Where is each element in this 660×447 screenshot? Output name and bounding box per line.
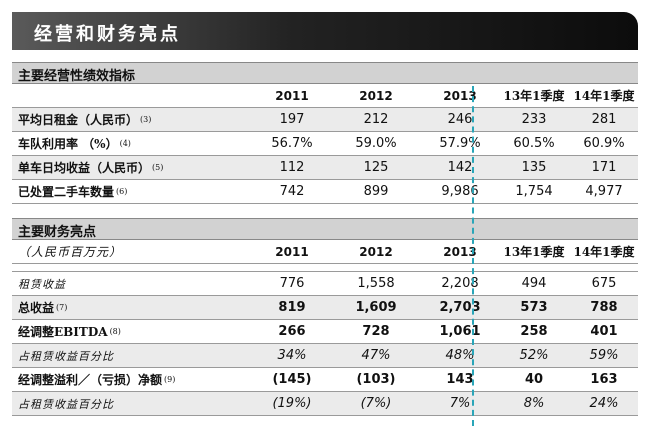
value-cell: 171 bbox=[591, 160, 617, 175]
table-row: 总收益 (7) 819 1,609 2,703 573 788 bbox=[12, 296, 638, 320]
value-cell: 1,754 bbox=[515, 184, 553, 199]
value-cell: 7% bbox=[449, 396, 471, 411]
value-cell: 40 bbox=[524, 372, 544, 387]
value-cell: 899 bbox=[363, 184, 389, 199]
row-label: 经调整溢利／（亏损）净额 (9) bbox=[18, 373, 176, 387]
value-cell: 48% bbox=[445, 348, 475, 363]
value-cell: 1,061 bbox=[439, 324, 481, 339]
col-2011: 2011 bbox=[275, 88, 309, 103]
operating-column-header-row: 2011 2012 2013 13年1季度 14年1季度 bbox=[12, 84, 638, 108]
value-cell: 401 bbox=[590, 324, 618, 339]
value-cell: 819 bbox=[278, 300, 306, 315]
value-cell: 59.0% bbox=[355, 136, 397, 151]
value-cell: 573 bbox=[520, 300, 548, 315]
col-2012: 2012 bbox=[359, 244, 393, 259]
operating-heading: 主要经营性绩效指标 bbox=[18, 69, 136, 84]
value-cell: (7%) bbox=[360, 396, 392, 411]
value-cell: 258 bbox=[520, 324, 548, 339]
row-label: 已处置二手车数量 (6) bbox=[18, 185, 128, 199]
value-cell: 212 bbox=[363, 112, 389, 127]
col-2011: 2011 bbox=[275, 244, 309, 259]
table-row: 经调整EBITDA (8) 266 728 1,061 258 401 bbox=[12, 320, 638, 344]
value-cell: 34% bbox=[277, 348, 307, 363]
table-row: 已处置二手车数量 (6) 742 899 9,986 1,754 4,977 bbox=[12, 180, 638, 204]
value-cell: 246 bbox=[447, 112, 473, 127]
row-label: 占租赁收益百分比 bbox=[18, 349, 114, 363]
col-q1-14: 14年1季度 bbox=[573, 89, 635, 103]
table-row: 车队利用率 （%） (4) 56.7% 59.0% 57.9% 60.5% 60.… bbox=[12, 132, 638, 156]
value-cell: 788 bbox=[590, 300, 618, 315]
row-label: 单车日均收益（人民币） (5) bbox=[18, 161, 164, 175]
value-cell: 4,977 bbox=[585, 184, 623, 199]
value-cell: 494 bbox=[521, 276, 547, 291]
table-row: 单车日均收益（人民币） (5) 112 125 142 135 171 bbox=[12, 156, 638, 180]
value-cell: 52% bbox=[519, 348, 549, 363]
row-label: 车队利用率 （%） (4) bbox=[18, 137, 131, 151]
value-cell: 776 bbox=[279, 276, 305, 291]
table-row: 租赁收益 776 1,558 2,208 494 675 bbox=[12, 272, 638, 296]
value-cell: 125 bbox=[363, 160, 389, 175]
value-cell: (103) bbox=[356, 372, 396, 387]
value-cell: 47% bbox=[361, 348, 391, 363]
financial-heading: 主要财务亮点 bbox=[18, 225, 97, 240]
table-row: 平均日租金（人民币） (3) 197 212 246 233 281 bbox=[12, 108, 638, 132]
operating-section-header: 主要经营性绩效指标 bbox=[12, 62, 638, 84]
financial-column-header-row: （人民币百万元） 2011 2012 2013 13年1季度 14年1季度 bbox=[12, 240, 638, 264]
row-label: 经调整EBITDA (8) bbox=[18, 325, 121, 339]
value-cell: 60.9% bbox=[583, 136, 625, 151]
value-cell: (19%) bbox=[272, 396, 312, 411]
value-cell: 24% bbox=[589, 396, 619, 411]
value-cell: 142 bbox=[447, 160, 473, 175]
value-cell: 60.5% bbox=[513, 136, 555, 151]
col-2013: 2013 bbox=[443, 88, 477, 103]
period-divider bbox=[472, 86, 474, 426]
value-cell: 1,558 bbox=[357, 276, 395, 291]
table-row: 占租赁收益百分比 (19%) (7%) 7% 8% 24% bbox=[12, 392, 638, 416]
value-cell: 2,703 bbox=[439, 300, 481, 315]
value-cell: 675 bbox=[591, 276, 617, 291]
col-q1-13: 13年1季度 bbox=[503, 89, 565, 103]
value-cell: 135 bbox=[521, 160, 547, 175]
value-cell: 1,609 bbox=[355, 300, 397, 315]
value-cell: 112 bbox=[279, 160, 305, 175]
value-cell: 8% bbox=[523, 396, 545, 411]
table-row: 经调整溢利／（亏损）净额 (9) (145) (103) 143 40 163 bbox=[12, 368, 638, 392]
value-cell: 266 bbox=[278, 324, 306, 339]
value-cell: 9,986 bbox=[441, 184, 479, 199]
header-spacer bbox=[12, 264, 638, 272]
row-label: 平均日租金（人民币） (3) bbox=[18, 113, 152, 127]
value-cell: 2,208 bbox=[441, 276, 479, 291]
value-cell: (145) bbox=[272, 372, 312, 387]
table-row: 占租赁收益百分比 34% 47% 48% 52% 59% bbox=[12, 344, 638, 368]
unit-label: （人民币百万元） bbox=[18, 245, 123, 259]
value-cell: 233 bbox=[521, 112, 547, 127]
value-cell: 163 bbox=[590, 372, 618, 387]
row-label: 总收益 (7) bbox=[18, 301, 68, 315]
row-label: 租赁收益 bbox=[18, 277, 66, 291]
col-2012: 2012 bbox=[359, 88, 393, 103]
col-2013: 2013 bbox=[443, 244, 477, 259]
page-title: 经营和财务亮点 bbox=[34, 24, 181, 45]
value-cell: 728 bbox=[362, 324, 390, 339]
value-cell: 56.7% bbox=[271, 136, 313, 151]
value-cell: 197 bbox=[279, 112, 305, 127]
value-cell: 281 bbox=[591, 112, 617, 127]
value-cell: 742 bbox=[279, 184, 305, 199]
financial-section-header: 主要财务亮点 bbox=[12, 218, 638, 240]
row-label: 占租赁收益百分比 bbox=[18, 397, 114, 411]
value-cell: 143 bbox=[446, 372, 474, 387]
value-cell: 57.9% bbox=[439, 136, 481, 151]
title-bar: 经营和财务亮点 bbox=[12, 12, 638, 50]
col-q1-13: 13年1季度 bbox=[503, 245, 565, 259]
value-cell: 59% bbox=[589, 348, 619, 363]
col-q1-14: 14年1季度 bbox=[573, 245, 635, 259]
